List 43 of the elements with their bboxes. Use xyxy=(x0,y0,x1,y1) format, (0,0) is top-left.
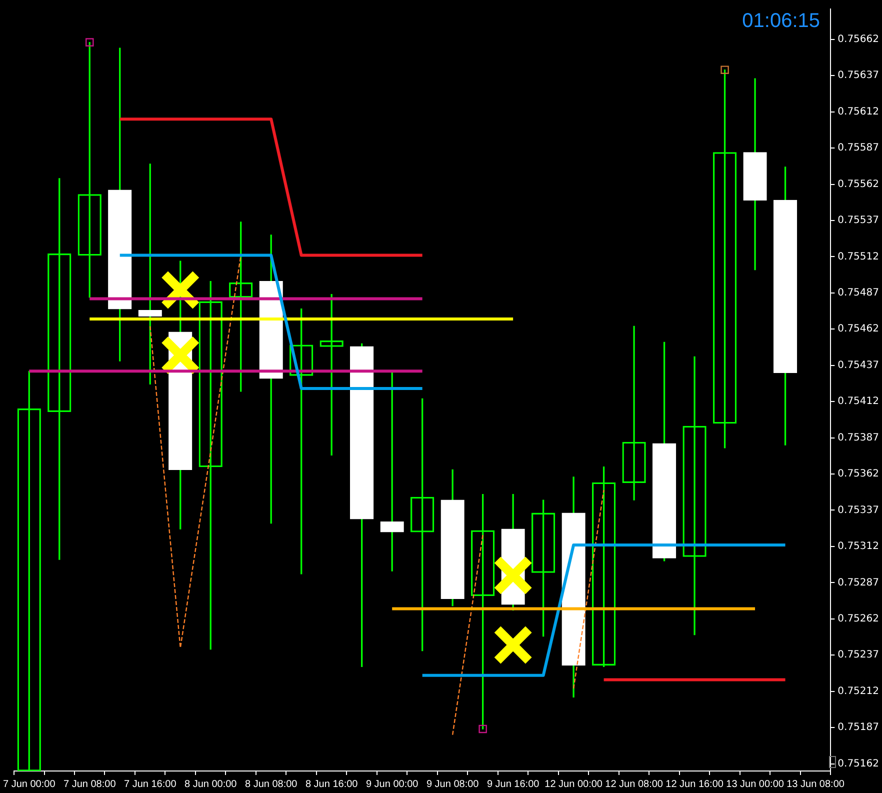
x-tick-label: 9 Jun 16:00 xyxy=(486,778,540,790)
x-tick-label: 9 Jun 08:00 xyxy=(426,778,480,790)
x-tick-label: 7 Jun 16:00 xyxy=(124,778,177,790)
x-tick-label: 7 Jun 00:00 xyxy=(3,778,56,790)
x-tick-label: 13 Jun 08:00 xyxy=(786,778,845,790)
y-tick-label: 0.75612 xyxy=(838,106,880,118)
y-tick-label: 0.75287 xyxy=(838,577,880,588)
y-tick-label: 0.75187 xyxy=(838,722,880,734)
y-tick-label: 0.75312 xyxy=(838,541,880,552)
y-tick-label: 0.75487 xyxy=(838,288,880,299)
y-tick-label: 0.75637 xyxy=(838,70,880,82)
point xyxy=(493,555,534,596)
y-tick-label: 0.75562 xyxy=(838,178,880,190)
y-tick-label: 0.75587 xyxy=(838,142,880,154)
x-tick-label: 8 Jun 16:00 xyxy=(305,778,358,790)
point xyxy=(493,624,534,666)
y-tick-label: 0.75387 xyxy=(838,432,880,444)
y-tick-label: 0.75337 xyxy=(838,504,880,516)
y-tick-label: 0.75237 xyxy=(838,650,880,661)
x-tick-label: 12 Jun 08:00 xyxy=(605,778,664,790)
y-tick-label: 0.75537 xyxy=(838,215,880,226)
point xyxy=(720,66,729,74)
y-tick-label: 0.75162 xyxy=(838,758,880,770)
y-tick-label: 0.75412 xyxy=(838,396,880,408)
x-tick-label: 13 Jun 00:00 xyxy=(726,778,784,790)
y-tick-label: 0.75462 xyxy=(838,324,880,335)
annotation: 01:06:15 xyxy=(742,10,820,33)
y-tick-label: 0.75262 xyxy=(838,613,880,624)
x-tick-label: 8 Jun 08:00 xyxy=(244,778,298,790)
y-tick-label: 0.75512 xyxy=(838,251,880,262)
y-tick-label: 0.75362 xyxy=(838,468,880,480)
candlestick xyxy=(743,78,767,270)
y-tick-label: 0.75662 xyxy=(838,34,880,46)
y-tick-label: 0.75437 xyxy=(838,360,880,371)
x-tick-label: 7 Jun 08:00 xyxy=(63,778,116,790)
point xyxy=(160,335,200,376)
point xyxy=(478,724,487,734)
x-tick-label: 8 Jun 00:00 xyxy=(184,778,238,790)
x-tick-label: 9 Jun 00:00 xyxy=(366,778,419,790)
x-tick-label: 12 Jun 00:00 xyxy=(544,778,603,790)
point xyxy=(85,38,94,46)
y-tick-label: 0.75212 xyxy=(838,686,880,697)
x-tick-label: 12 Jun 16:00 xyxy=(666,778,724,790)
